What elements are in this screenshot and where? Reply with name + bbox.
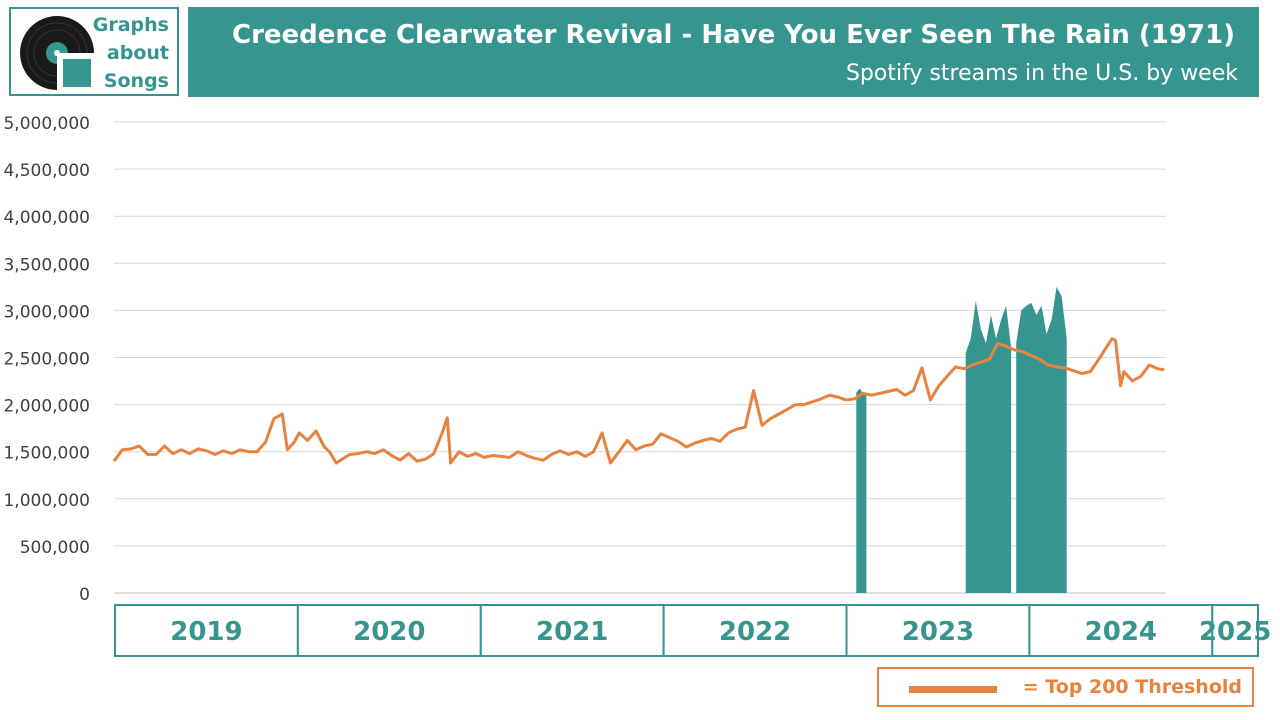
year-band-label: 2025 (1199, 617, 1271, 647)
charting-weeks-area (965, 300, 1012, 593)
charting-weeks-area (1016, 286, 1067, 593)
legend-line-swatch (909, 686, 997, 693)
y-tick-label: 2,000,000 (3, 397, 90, 417)
year-band (662, 604, 848, 657)
y-tick-label: 5,000,000 (3, 114, 90, 134)
year-band-label: 2019 (170, 617, 242, 647)
y-tick-label: 500,000 (20, 538, 90, 558)
year-band-label: 2021 (536, 617, 608, 647)
year-band-label: 2023 (902, 617, 974, 647)
title-bar: Creedence Clearwater Revival - Have You … (188, 7, 1259, 97)
year-band (1211, 604, 1260, 657)
year-band (114, 604, 299, 657)
y-tick-label: 1,000,000 (3, 491, 90, 511)
year-band-label: 2024 (1085, 617, 1157, 647)
logo: Graphs about Songs (9, 7, 179, 96)
year-band (479, 604, 665, 657)
y-tick-label: 4,500,000 (3, 161, 90, 181)
y-tick-label: 0 (79, 585, 90, 605)
chart-subtitle: Spotify streams in the U.S. by week (845, 61, 1238, 86)
charting-weeks-area (856, 388, 867, 593)
year-band (1028, 604, 1214, 657)
year-band (845, 604, 1031, 657)
logo-line: Songs (103, 70, 169, 92)
y-tick-label: 4,000,000 (3, 208, 90, 228)
logo-line: about (106, 42, 169, 64)
legend-label: = Top 200 Threshold (1022, 676, 1242, 698)
y-tick-label: 2,500,000 (3, 350, 90, 370)
top-200-threshold-line (112, 337, 1165, 465)
logo-wordmark: Graphs about Songs (93, 11, 169, 95)
year-band-label: 2020 (353, 617, 425, 647)
y-tick-label: 1,500,000 (3, 444, 90, 464)
vinyl-record-icon (20, 16, 97, 93)
legend: = Top 200 Threshold (877, 667, 1254, 707)
year-band-label: 2022 (719, 617, 791, 647)
logo-line: Graphs (92, 14, 169, 36)
chart-title: Creedence Clearwater Revival - Have You … (231, 20, 1235, 50)
y-tick-label: 3,000,000 (3, 302, 90, 322)
y-tick-label: 3,500,000 (3, 255, 90, 275)
